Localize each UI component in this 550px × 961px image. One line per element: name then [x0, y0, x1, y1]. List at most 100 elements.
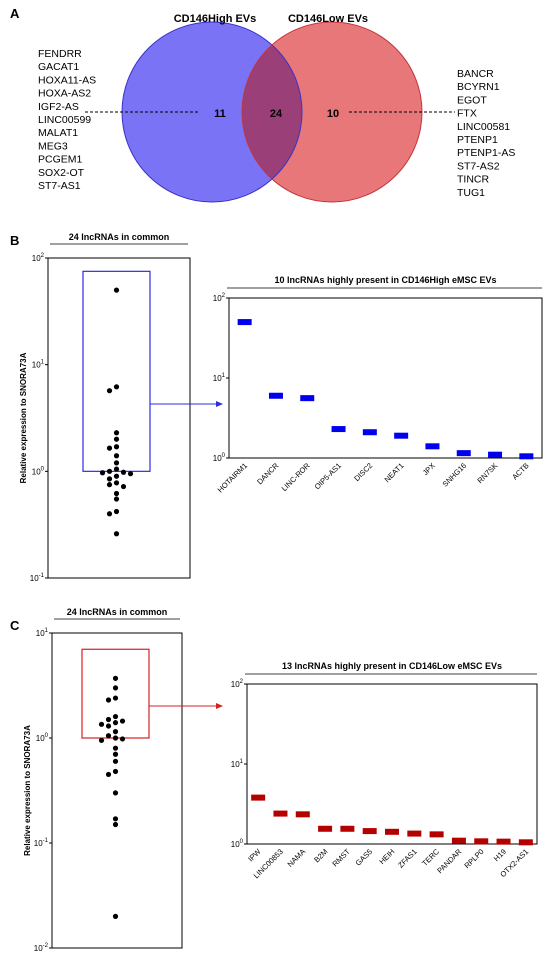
y-tick-label-exponent: 0	[45, 733, 49, 739]
data-point	[120, 469, 127, 475]
y-tick-label: 10-1	[30, 573, 45, 583]
venn-left-gene: LINC00599	[38, 114, 91, 126]
data-point	[113, 430, 120, 436]
venn-overlap-count: 24	[270, 108, 283, 120]
venn-right-gene: PTENP1-AS	[457, 147, 515, 159]
bar-marker	[394, 432, 409, 439]
x-tick-label: PANDAR	[435, 847, 463, 875]
venn-left-count: 11	[214, 108, 226, 120]
venn-left-gene: SOX2-OT	[38, 167, 85, 179]
x-tick-label: GAS5	[354, 847, 375, 868]
x-tick-label: RMST	[330, 847, 352, 869]
data-point	[106, 468, 113, 474]
data-point	[105, 697, 112, 703]
y-tick-label: 10-2	[34, 943, 49, 953]
data-point	[113, 480, 120, 486]
y-tick-label: 101	[36, 628, 49, 638]
data-point	[113, 453, 120, 459]
bar-chart-title: 10 lncRNAs highly present in CD146High e…	[274, 275, 496, 285]
y-tick-label: 100	[213, 453, 226, 463]
venn-right-gene: BANCR	[457, 68, 494, 80]
y-tick-label: 100	[32, 466, 45, 476]
y-tick-label-base: 10	[32, 361, 41, 370]
venn-left-gene: HOXA11-AS	[38, 74, 96, 86]
y-tick-label-exponent: 0	[222, 453, 226, 459]
plot-frame	[51, 632, 183, 949]
bar-chart-title: 13 lncRNAs highly present in CD146Low eM…	[282, 661, 502, 671]
x-tick-label: H19	[492, 847, 508, 863]
data-point	[112, 735, 119, 741]
panel-label-a: A	[10, 6, 20, 21]
data-point	[98, 737, 105, 743]
data-point	[113, 531, 120, 537]
data-point	[105, 771, 112, 778]
y-tick-label-base: 10	[34, 944, 43, 953]
scatter-title: 24 lncRNAs in common	[67, 607, 168, 617]
data-point	[113, 384, 120, 390]
y-tick-label: 102	[231, 679, 244, 689]
x-tick-label: SNHG16	[441, 461, 469, 489]
x-tick-label: IPW	[246, 846, 263, 863]
y-tick-label-exponent: 1	[41, 360, 45, 366]
bar-marker	[519, 453, 534, 460]
venn-right-gene: TINCR	[457, 174, 489, 186]
x-tick-label: OIP5-AS1	[313, 461, 343, 491]
bar-marker	[385, 828, 399, 835]
bar-marker	[273, 810, 288, 817]
y-tick-label-base: 10	[213, 374, 222, 383]
bar-marker	[362, 429, 377, 436]
y-tick-label: 100	[36, 733, 49, 743]
data-point	[112, 685, 119, 691]
data-point	[113, 496, 120, 502]
y-tick-label-base: 10	[213, 454, 222, 463]
panel-label-b: B	[10, 233, 19, 248]
venn-left-gene: FENDRR	[38, 48, 82, 60]
data-point	[113, 508, 120, 515]
bar-marker	[237, 319, 252, 326]
scatter-title: 24 lncRNAs in common	[69, 232, 170, 242]
venn-diagram: CD146High EVs CD146Low EVs 11 24 10 FEND…	[38, 13, 515, 203]
data-point	[113, 473, 120, 479]
venn-right-count: 10	[327, 108, 339, 120]
plot-frame	[246, 683, 538, 845]
venn-right-gene: FTX	[457, 108, 477, 120]
data-point	[112, 768, 119, 775]
data-point	[113, 444, 120, 450]
venn-left-title: CD146High EVs	[174, 13, 257, 25]
venn-left-gene: ST7-AS1	[38, 180, 81, 192]
data-point	[113, 460, 120, 466]
y-tick-label-exponent: 0	[41, 466, 45, 472]
x-tick-label: NAMA	[285, 847, 307, 869]
panel-b-scatter: 24 lncRNAs in common10-1100101102Relativ…	[19, 232, 191, 583]
y-tick-label-base: 10	[36, 629, 45, 638]
bar-marker	[425, 443, 440, 450]
data-point	[119, 718, 126, 724]
data-point	[112, 913, 119, 919]
data-point	[98, 721, 105, 727]
x-tick-label: HOTAIRM1	[216, 461, 249, 494]
bar-marker	[488, 451, 503, 458]
bar-marker	[496, 838, 511, 845]
venn-left-gene: IGF2-AS	[38, 101, 79, 113]
y-tick-label-exponent: -2	[43, 943, 49, 949]
data-point	[113, 287, 120, 293]
y-tick-label-exponent: 0	[240, 839, 244, 845]
x-tick-label: JPX	[421, 461, 437, 477]
y-tick-label-base: 10	[231, 680, 240, 689]
x-tick-label: NEAT1	[382, 461, 405, 484]
y-tick-label-exponent: 1	[45, 628, 49, 634]
data-point	[113, 436, 120, 442]
y-tick-label-base: 10	[231, 840, 240, 849]
bar-marker	[407, 830, 422, 837]
venn-left-gene: GACAT1	[38, 61, 79, 73]
bar-marker	[474, 838, 489, 845]
bar-marker	[318, 825, 333, 832]
arrow-head	[216, 401, 223, 407]
bar-marker	[340, 825, 355, 832]
data-point	[119, 736, 126, 742]
data-point	[112, 675, 119, 681]
arrow-head	[216, 703, 223, 709]
data-point	[105, 733, 112, 739]
y-tick-label-exponent: 2	[222, 293, 226, 299]
